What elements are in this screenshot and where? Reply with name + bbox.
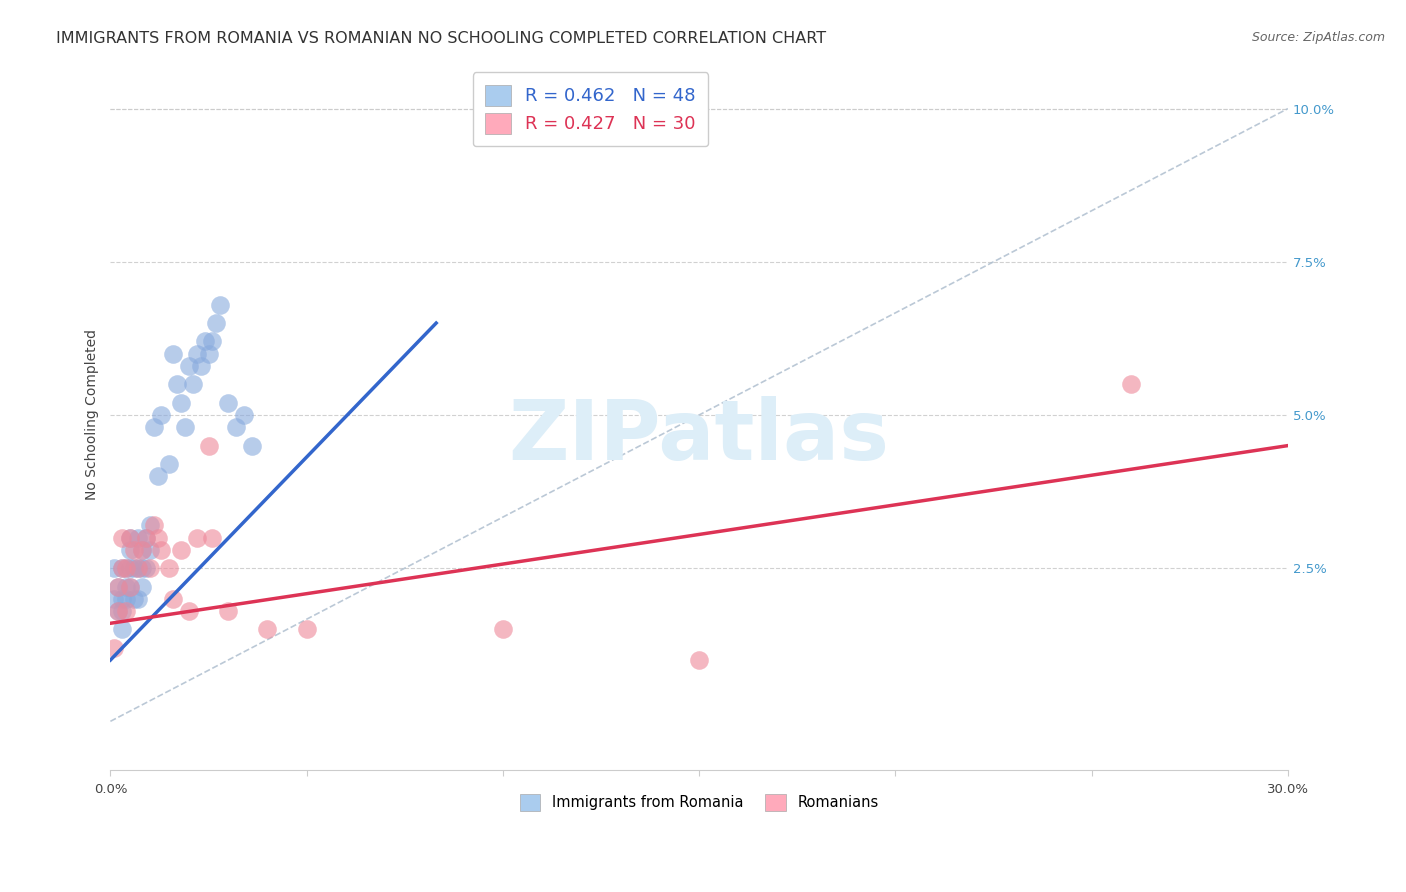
Point — [240, 439, 263, 453]
Point — [205, 316, 228, 330]
Point — [232, 408, 254, 422]
Point — [118, 561, 141, 575]
Point — [166, 377, 188, 392]
Point — [157, 457, 180, 471]
Point — [190, 359, 212, 373]
Point — [127, 531, 149, 545]
Point — [142, 420, 165, 434]
Point — [146, 531, 169, 545]
Point — [150, 408, 173, 422]
Point — [186, 531, 208, 545]
Point — [142, 518, 165, 533]
Point — [115, 561, 138, 575]
Point — [217, 395, 239, 409]
Point — [197, 439, 219, 453]
Point — [131, 580, 153, 594]
Point — [131, 561, 153, 575]
Point — [197, 347, 219, 361]
Point — [157, 561, 180, 575]
Point — [1119, 377, 1142, 392]
Point — [162, 591, 184, 606]
Text: ZIPatlas: ZIPatlas — [509, 396, 890, 477]
Point — [127, 561, 149, 575]
Point — [111, 561, 134, 575]
Point — [256, 623, 278, 637]
Point — [107, 604, 129, 618]
Point — [115, 580, 138, 594]
Point — [131, 542, 153, 557]
Point — [162, 347, 184, 361]
Point — [295, 623, 318, 637]
Point — [127, 561, 149, 575]
Point — [127, 591, 149, 606]
Point — [201, 334, 224, 349]
Point — [111, 561, 134, 575]
Point — [135, 531, 157, 545]
Point — [138, 542, 160, 557]
Point — [107, 580, 129, 594]
Y-axis label: No Schooling Completed: No Schooling Completed — [86, 329, 100, 500]
Point — [107, 604, 129, 618]
Point — [103, 640, 125, 655]
Text: IMMIGRANTS FROM ROMANIA VS ROMANIAN NO SCHOOLING COMPLETED CORRELATION CHART: IMMIGRANTS FROM ROMANIA VS ROMANIAN NO S… — [56, 31, 827, 46]
Point — [118, 531, 141, 545]
Point — [118, 542, 141, 557]
Text: Source: ZipAtlas.com: Source: ZipAtlas.com — [1251, 31, 1385, 45]
Point — [138, 561, 160, 575]
Point — [201, 531, 224, 545]
Point — [118, 531, 141, 545]
Point — [115, 604, 138, 618]
Point — [118, 580, 141, 594]
Point — [492, 623, 515, 637]
Point — [209, 298, 232, 312]
Point — [177, 604, 200, 618]
Point — [115, 591, 138, 606]
Point — [135, 561, 157, 575]
Point — [138, 518, 160, 533]
Point — [122, 542, 145, 557]
Point — [170, 542, 193, 557]
Point — [146, 469, 169, 483]
Point — [111, 591, 134, 606]
Point — [194, 334, 217, 349]
Point — [122, 591, 145, 606]
Point — [103, 591, 125, 606]
Point — [186, 347, 208, 361]
Point — [118, 580, 141, 594]
Point — [181, 377, 204, 392]
Point — [225, 420, 247, 434]
Point — [150, 542, 173, 557]
Point — [107, 580, 129, 594]
Point — [688, 653, 710, 667]
Point — [217, 604, 239, 618]
Point — [170, 395, 193, 409]
Point — [111, 623, 134, 637]
Point — [111, 604, 134, 618]
Point — [111, 531, 134, 545]
Point — [103, 561, 125, 575]
Point — [131, 542, 153, 557]
Point — [174, 420, 197, 434]
Point — [122, 561, 145, 575]
Point — [177, 359, 200, 373]
Legend: Immigrants from Romania, Romanians: Immigrants from Romania, Romanians — [515, 788, 884, 816]
Point — [115, 561, 138, 575]
Point — [135, 531, 157, 545]
